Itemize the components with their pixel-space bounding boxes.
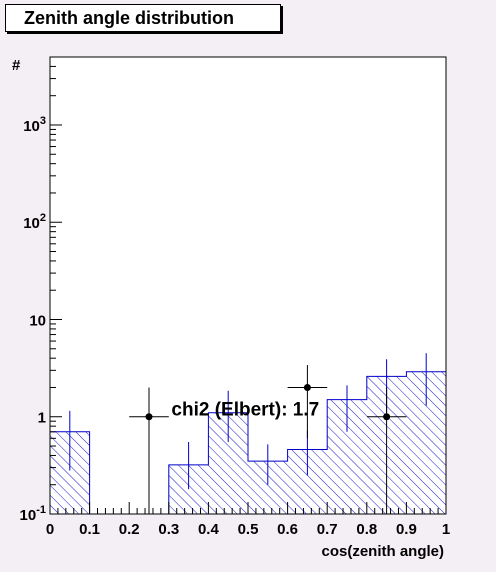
- x-axis-label: cos(zenith angle): [321, 543, 444, 560]
- x-tick-label: 0.5: [238, 521, 259, 538]
- y-tick-label: 102: [23, 212, 46, 232]
- chart-title: Zenith angle distribution: [5, 4, 281, 32]
- x-tick-label: 0.7: [317, 521, 338, 538]
- data-point: [145, 413, 153, 421]
- x-tick-label: 0.2: [119, 521, 140, 538]
- x-tick-label: 1: [442, 521, 450, 538]
- y-axis-label: #: [12, 57, 21, 74]
- x-tick-label: 0.9: [396, 521, 417, 538]
- data-points-layer: [129, 365, 407, 514]
- x-tick-label: 0: [46, 521, 54, 538]
- x-tick-label: 0.4: [198, 521, 220, 538]
- y-tick-label: 10: [29, 312, 46, 329]
- x-tick-label: 0.6: [277, 521, 298, 538]
- chi2-annotation: chi2 (Elbert): 1.7: [171, 400, 319, 421]
- y-tick-label: 103: [23, 115, 46, 135]
- y-tick-label: 1: [38, 410, 46, 427]
- x-tick-label: 0.3: [158, 521, 179, 538]
- data-point: [383, 413, 391, 421]
- data-point: [303, 383, 311, 391]
- x-tick-label: 0.8: [356, 521, 377, 538]
- x-tick-label: 0.1: [79, 521, 100, 538]
- axes-layer: 0 0.1 0.2 0.3 0.4 0.5 0.6 0.7 0.8 0.9 1 10-1 1 10 102 1…: [20, 56, 450, 538]
- y-tick-label: 10-1: [20, 504, 46, 524]
